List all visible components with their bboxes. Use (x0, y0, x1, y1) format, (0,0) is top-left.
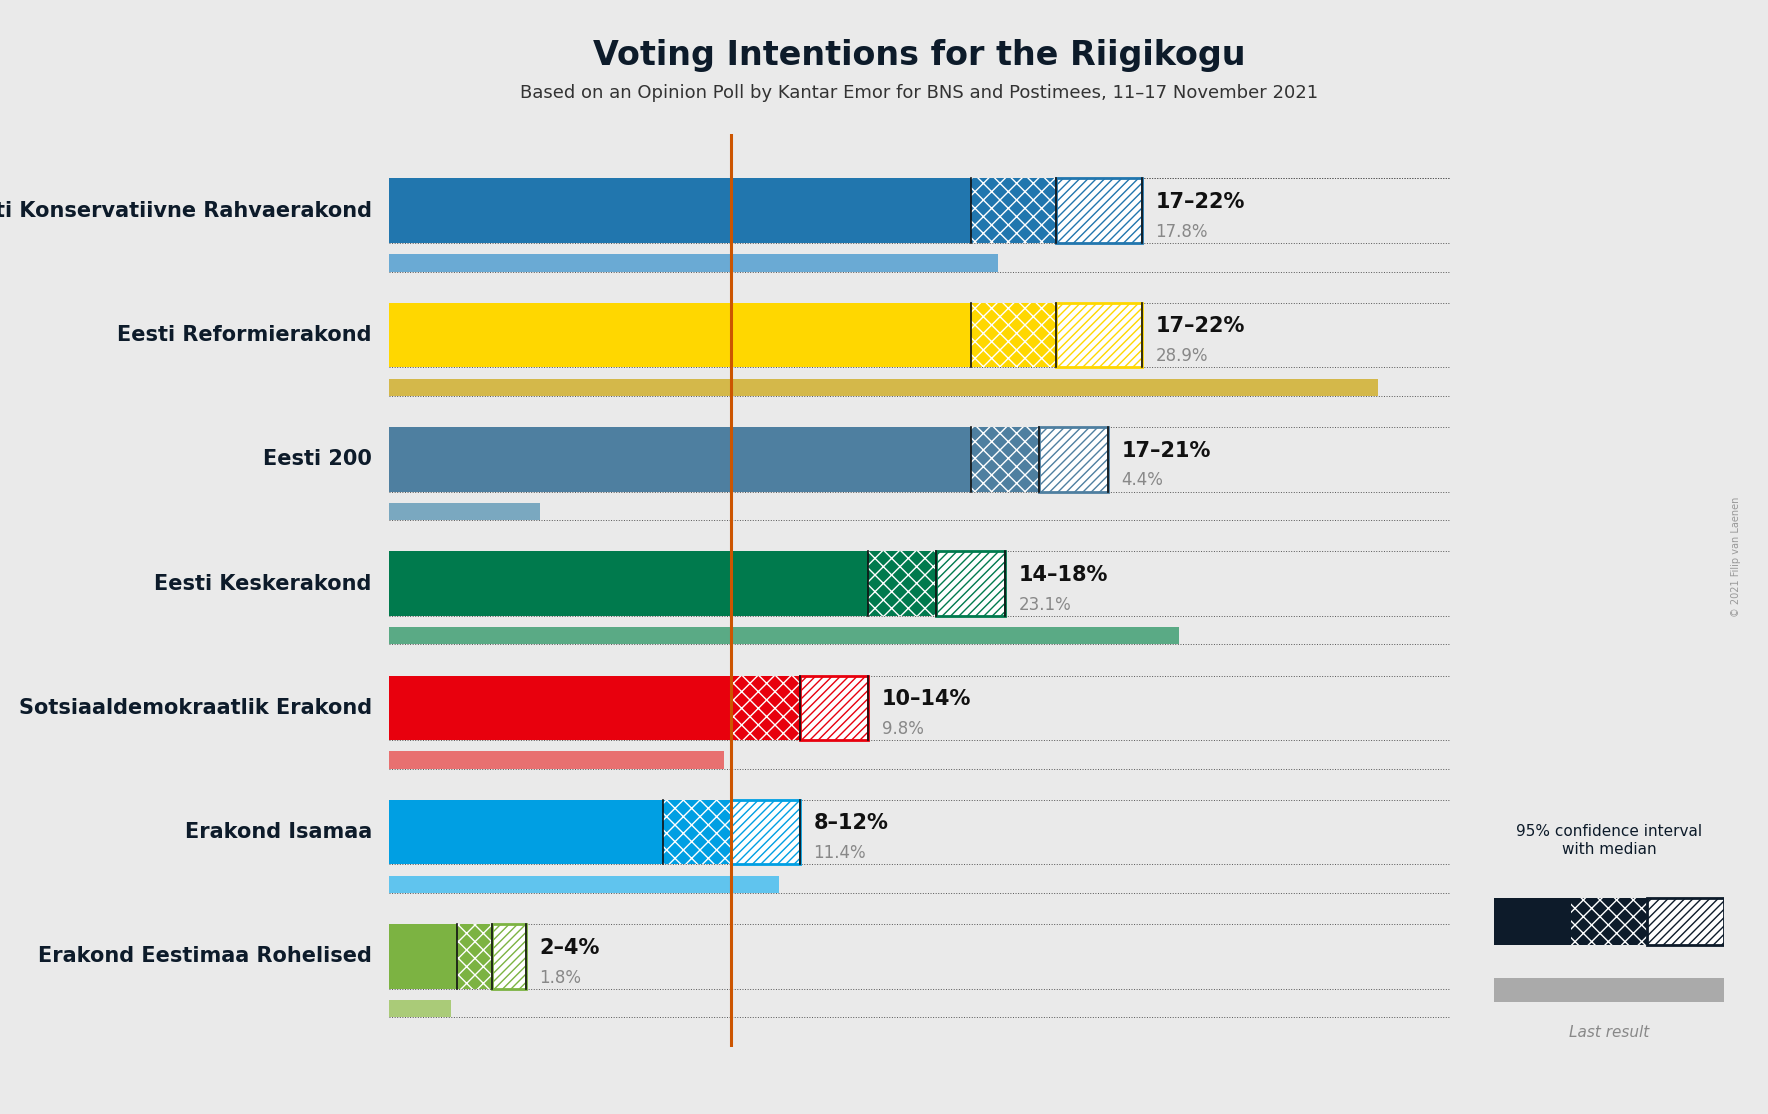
Bar (732, 800, 799, 864)
Bar (1055, 303, 1142, 368)
Bar (1040, 427, 1107, 491)
Bar (1055, 303, 1142, 368)
Bar (389, 254, 999, 272)
Bar (389, 551, 868, 616)
Text: 11.4%: 11.4% (813, 844, 866, 862)
Bar (799, 675, 868, 740)
Bar (1055, 178, 1142, 243)
Text: Eesti Reformierakond: Eesti Reformierakond (117, 325, 371, 345)
Text: Erakond Isamaa: Erakond Isamaa (184, 822, 371, 842)
Text: Eesti Konservatiivne Rahvaerakond: Eesti Konservatiivne Rahvaerakond (0, 201, 371, 221)
Text: 10–14%: 10–14% (882, 690, 971, 710)
Bar (1570, 898, 1648, 946)
Bar (868, 551, 937, 616)
Text: Last result: Last result (1568, 1025, 1650, 1039)
Bar (1040, 427, 1107, 491)
Text: 8–12%: 8–12% (813, 813, 888, 833)
Bar (1648, 898, 1724, 946)
Bar (389, 675, 732, 740)
Bar (389, 800, 663, 864)
Text: Based on an Opinion Poll by Kantar Emor for BNS and Postimees, 11–17 November 20: Based on an Opinion Poll by Kantar Emor … (520, 84, 1319, 101)
Text: 17.8%: 17.8% (1156, 223, 1208, 241)
Text: Erakond Eestimaa Rohelised: Erakond Eestimaa Rohelised (37, 947, 371, 967)
Bar (971, 178, 1055, 243)
Bar (389, 876, 780, 893)
Bar (389, 303, 971, 368)
Text: © 2021 Filip van Laenen: © 2021 Filip van Laenen (1731, 497, 1741, 617)
Text: 28.9%: 28.9% (1156, 348, 1208, 365)
Bar (492, 925, 525, 989)
Bar (971, 303, 1055, 368)
Bar (1648, 898, 1724, 946)
Bar (799, 675, 868, 740)
Text: Eesti 200: Eesti 200 (263, 449, 371, 469)
Bar (389, 427, 971, 491)
Text: 1.8%: 1.8% (539, 968, 582, 987)
Bar (971, 427, 1040, 491)
Text: 23.1%: 23.1% (1018, 596, 1071, 614)
Text: 17–22%: 17–22% (1156, 192, 1245, 212)
Bar (937, 551, 1004, 616)
Bar (389, 502, 539, 520)
Bar (1494, 978, 1724, 1001)
Bar (937, 551, 1004, 616)
Bar (1494, 898, 1570, 946)
Bar (389, 379, 1377, 395)
Bar (389, 1000, 451, 1017)
Bar (732, 800, 799, 864)
Bar (389, 178, 971, 243)
Bar (492, 925, 525, 989)
Text: 17–21%: 17–21% (1121, 441, 1211, 460)
Text: 17–22%: 17–22% (1156, 316, 1245, 336)
Bar (1055, 178, 1142, 243)
Text: Eesti Keskerakond: Eesti Keskerakond (154, 574, 371, 594)
Text: Voting Intentions for the Riigikogu: Voting Intentions for the Riigikogu (592, 39, 1246, 72)
Bar (389, 627, 1179, 645)
Bar (732, 675, 799, 740)
Text: 2–4%: 2–4% (539, 938, 599, 958)
Bar (389, 925, 458, 989)
Bar (663, 800, 732, 864)
Text: 4.4%: 4.4% (1121, 471, 1163, 489)
Text: 95% confidence interval
with median: 95% confidence interval with median (1515, 824, 1703, 857)
Text: Sotsiaaldemokraatlik Erakond: Sotsiaaldemokraatlik Erakond (19, 697, 371, 717)
Text: 9.8%: 9.8% (882, 720, 923, 737)
Bar (458, 925, 492, 989)
Text: 14–18%: 14–18% (1018, 565, 1109, 585)
Bar (389, 751, 725, 769)
